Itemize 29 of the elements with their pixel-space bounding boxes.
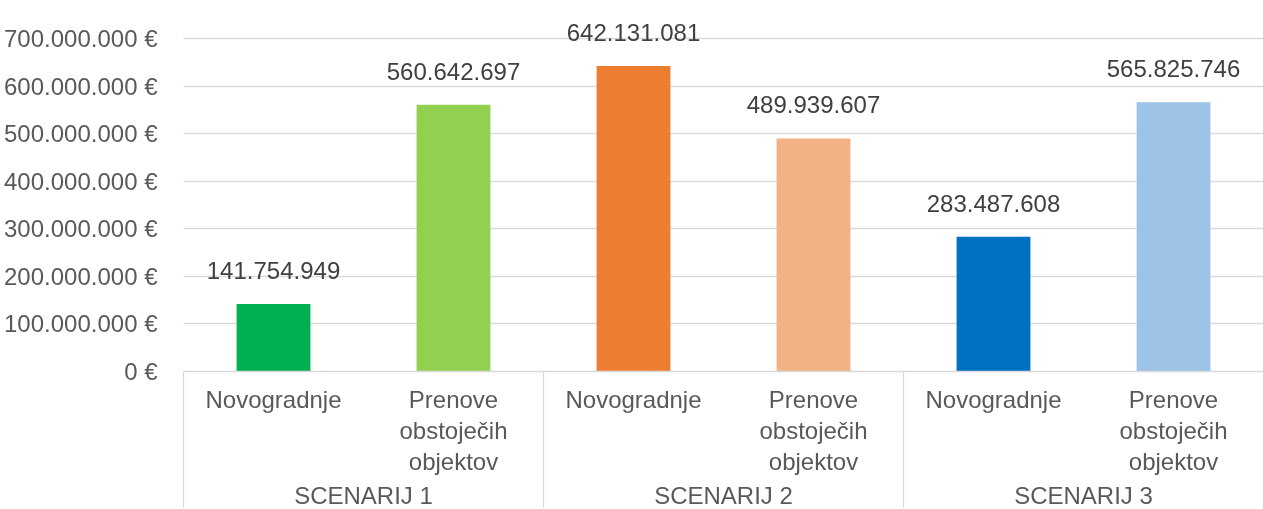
y-tick-label: 600.000.000 € (4, 72, 159, 100)
x-tick-label: Prenove obstoječih objektov (1119, 385, 1228, 475)
bar (776, 138, 851, 372)
bar (956, 236, 1031, 372)
bar (236, 304, 311, 372)
text: SCENARIJ 1 (294, 481, 433, 509)
data-label: 283.487.608 (926, 189, 1061, 217)
y-tick-label: 100.000.000 € (4, 310, 159, 338)
x-tick-label: Novogradnje (205, 385, 342, 413)
data-label: 565.825.746 (1106, 55, 1241, 83)
bar (596, 66, 671, 372)
y-tick-label: 700.000.000 € (4, 25, 159, 52)
text: SCENARIJ 2 (654, 481, 793, 509)
y-tick-label: 300.000.000 € (4, 215, 159, 243)
x-tick-label: Novogradnje (565, 385, 702, 413)
x-tick-label: Prenove obstoječih objektov (399, 385, 508, 475)
bar (1136, 102, 1211, 372)
y-tick-label: 0 € (124, 358, 159, 385)
data-label: 560.642.697 (386, 57, 521, 85)
data-label: 489.939.607 (746, 91, 881, 119)
x-tick-label: Novogradnje (925, 385, 1062, 413)
y-tick-label: 400.000.000 € (4, 167, 159, 195)
x-tick-label: Prenove obstoječih objektov (759, 385, 868, 475)
data-label: 141.754.949 (206, 257, 341, 285)
y-tick-label: 500.000.000 € (4, 120, 159, 148)
data-label: 642.131.081 (566, 19, 701, 47)
text: SCENARIJ 3 (1014, 481, 1153, 509)
y-tick-label: 200.000.000 € (4, 262, 159, 290)
bar (416, 104, 491, 372)
